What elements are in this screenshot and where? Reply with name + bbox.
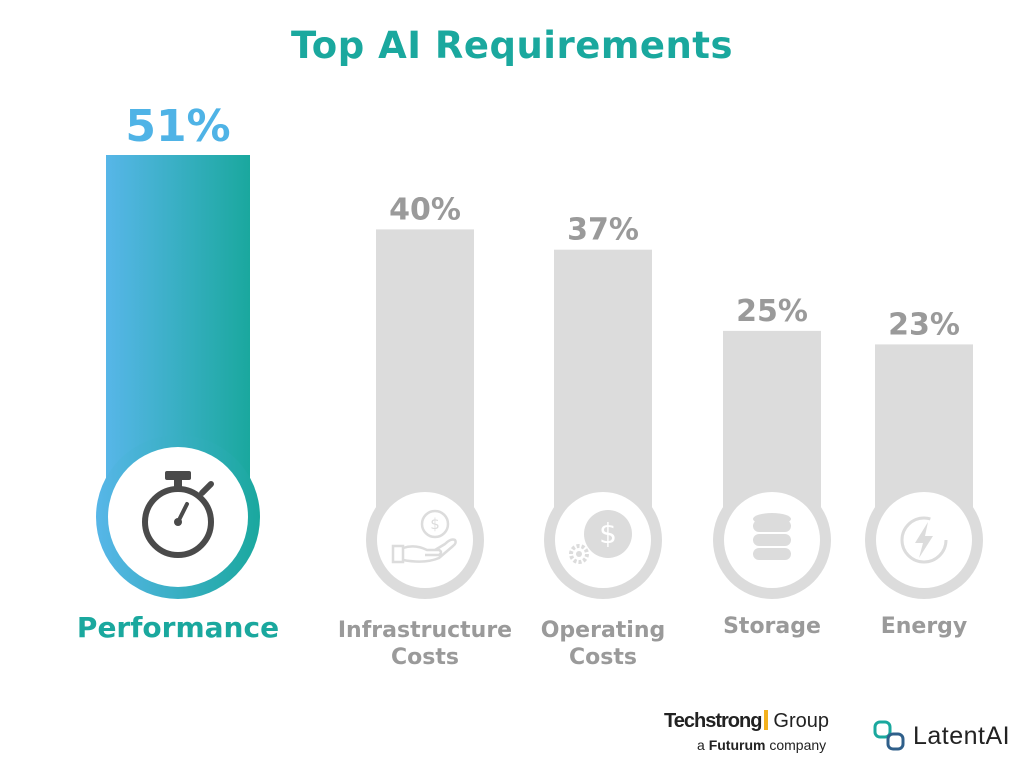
techstrong-group: Group (773, 710, 830, 732)
lightning-icon (900, 516, 948, 564)
value-label-3: 25% (736, 294, 808, 329)
svg-text:$: $ (430, 515, 440, 533)
stopwatch-icon (142, 471, 214, 558)
latentai-name: LatentAI (913, 721, 1011, 750)
dollar-gear-icon: $ (569, 510, 632, 564)
techstrong-divider (764, 710, 769, 730)
category-label-2: Operating Costs (540, 618, 666, 670)
techstrong-name: Techstrong (664, 710, 762, 732)
techstrong-parent: Futurum (708, 737, 766, 753)
techstrong-suffix: company (769, 737, 827, 753)
hand-dollar-icon: $ (391, 509, 457, 564)
value-label-1: 40% (389, 192, 461, 227)
techstrong-logo: Techstrong Group a Futurum company (664, 710, 839, 753)
value-label-4: 23% (888, 307, 960, 342)
value-label-0: 51% (125, 101, 230, 152)
bar-ring-inner-1 (377, 492, 473, 588)
bar-ring-inner-0 (108, 447, 248, 587)
category-label-0: Performance (76, 611, 280, 644)
latentai-logo: LatentAI (873, 718, 1010, 754)
techstrong-prefix: a (697, 737, 705, 753)
svg-text:$: $ (599, 517, 617, 550)
latentai-link-icon (873, 720, 905, 751)
value-label-2: 37% (567, 213, 639, 248)
category-label-3: Storage (723, 614, 821, 639)
category-label-1: Infrastructure Costs (337, 618, 513, 670)
database-icon (753, 513, 791, 560)
chart-title: Top AI Requirements (290, 24, 734, 67)
category-label-4: Energy (880, 614, 968, 639)
